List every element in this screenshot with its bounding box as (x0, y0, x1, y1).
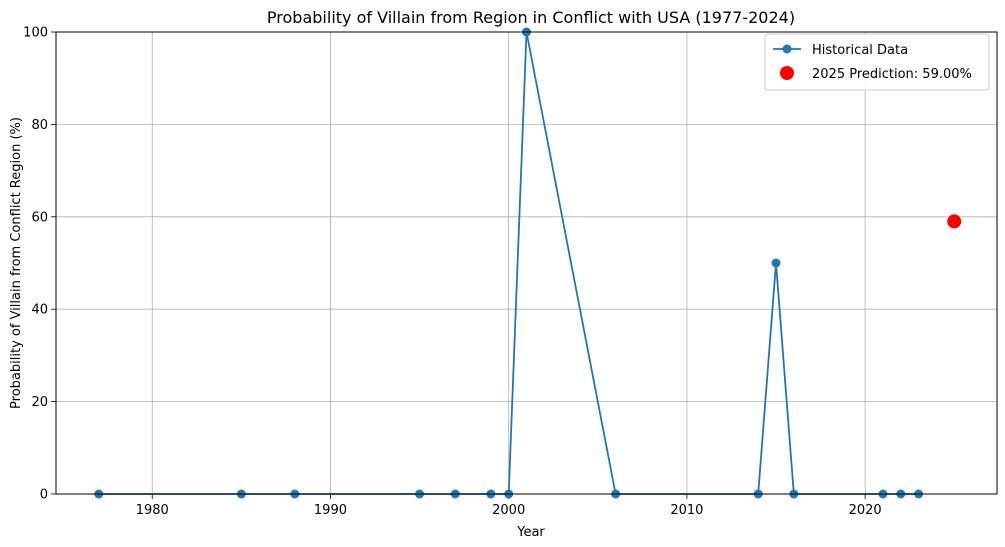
y-tick-label: 60 (31, 210, 48, 225)
legend-label-prediction: 2025 Prediction: 59.00% (812, 67, 972, 82)
legend: Historical Data 2025 Prediction: 59.00% (764, 33, 990, 91)
legend-label-historical: Historical Data (812, 43, 908, 58)
grid (56, 31, 997, 495)
legend-marker-historical (782, 44, 792, 54)
prediction-point (947, 214, 962, 229)
legend-box (764, 33, 990, 91)
y-tick-label: 100 (23, 26, 48, 41)
y-tick-label: 0 (40, 488, 48, 503)
plot-border (55, 31, 998, 495)
plot-frame (55, 31, 998, 495)
x-tick-label: 1980 (136, 503, 169, 518)
y-tick-label: 80 (31, 118, 48, 133)
historical-data-point (771, 258, 781, 268)
y-tick-label: 20 (31, 395, 48, 410)
axes: 1980 1990 2000 2010 2020 0 20 40 60 80 100 (23, 26, 881, 519)
x-tick-label: 2000 (492, 503, 525, 518)
y-tick-label: 40 (31, 303, 48, 318)
x-axis-title: Year (516, 525, 545, 540)
x-tick-label: 2010 (670, 503, 703, 518)
chart-title: Probability of Villain from Region in Co… (267, 8, 795, 27)
series-layer (94, 27, 962, 499)
y-axis-title: Probability of Villain from Conflict Reg… (9, 117, 24, 409)
x-tick-label: 2020 (849, 503, 882, 518)
x-tick-label: 1990 (314, 503, 347, 518)
legend-marker-prediction (780, 66, 794, 80)
